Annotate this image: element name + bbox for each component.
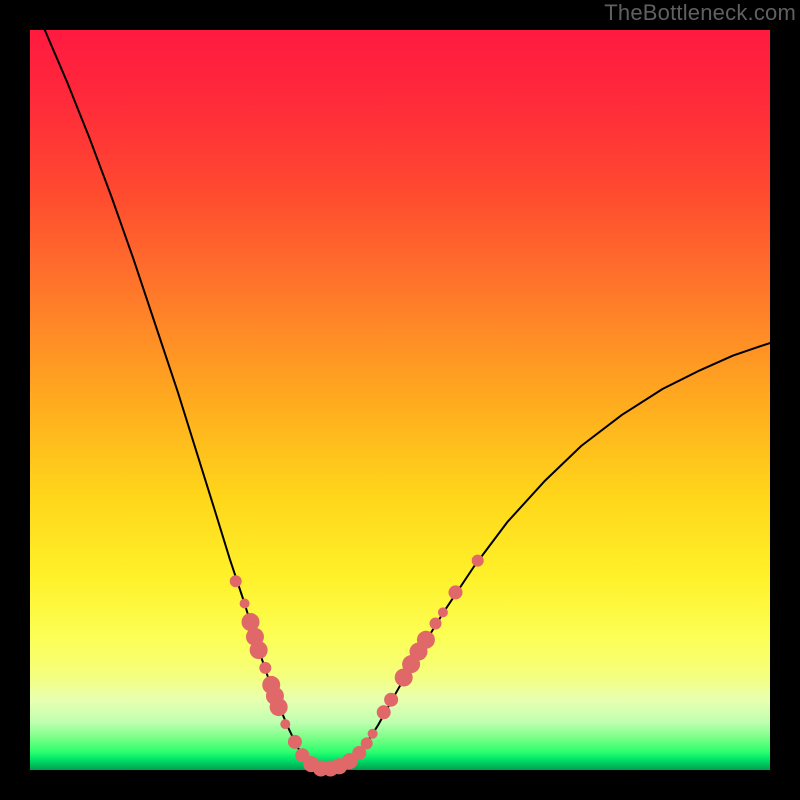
- marker-dot: [384, 693, 398, 707]
- bottleneck-chart: [30, 30, 770, 770]
- chart-stage: TheBottleneck.com: [0, 0, 800, 800]
- marker-dot: [417, 631, 435, 649]
- marker-dot: [438, 607, 448, 617]
- marker-dot: [368, 729, 378, 739]
- marker-dot: [270, 698, 288, 716]
- marker-dot: [280, 719, 290, 729]
- marker-dot: [240, 599, 250, 609]
- marker-dot: [288, 735, 302, 749]
- marker-dot: [449, 585, 463, 599]
- gradient-background: [30, 30, 770, 770]
- plot-frame: [0, 0, 800, 800]
- marker-dot: [472, 555, 484, 567]
- marker-dot: [230, 575, 242, 587]
- marker-dot: [377, 705, 391, 719]
- marker-dot: [259, 662, 271, 674]
- marker-dot: [250, 641, 268, 659]
- marker-dot: [430, 617, 442, 629]
- marker-dot: [361, 737, 373, 749]
- watermark-text: TheBottleneck.com: [604, 0, 796, 26]
